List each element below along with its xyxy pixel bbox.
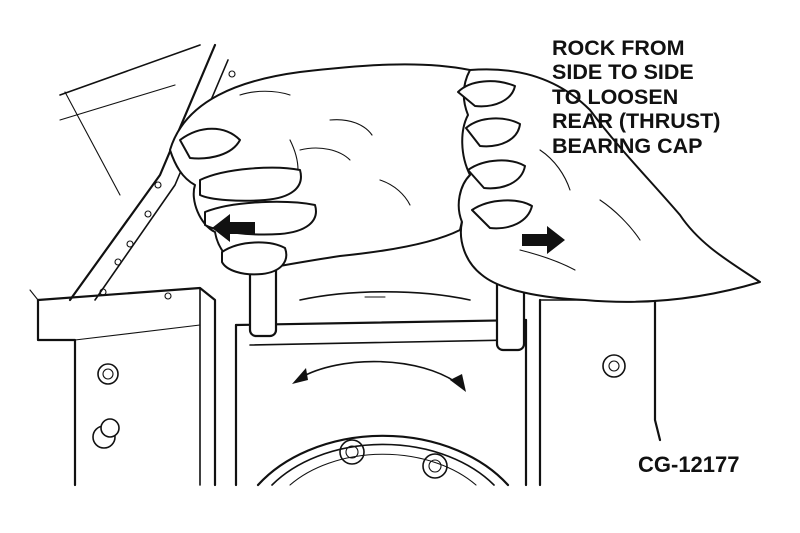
figure-id: CG-12177	[638, 452, 740, 477]
arrow-right-icon	[522, 226, 565, 254]
callout-line-1: ROCK FROM	[552, 36, 685, 60]
instruction-callout: ROCK FROM SIDE TO SIDE TO LOOSEN REAR (T…	[552, 36, 792, 158]
left-hand	[169, 63, 476, 276]
callout-line-4: REAR (THRUST)	[552, 109, 721, 134]
callout-line-2: SIDE TO SIDE	[552, 60, 694, 85]
arrow-left-icon	[212, 214, 255, 242]
curved-double-arrow-icon	[292, 360, 466, 392]
bearing-cap	[234, 291, 528, 487]
engine-block	[29, 43, 662, 487]
callout-line-3: TO LOOSEN	[552, 84, 679, 109]
callout-line-5: BEARING CAP	[552, 133, 703, 158]
